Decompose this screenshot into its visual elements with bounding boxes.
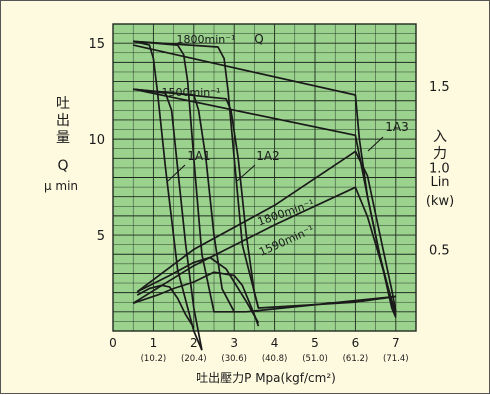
left-axis-title-line: μ min <box>44 179 78 193</box>
right-axis-title-line: (kw) <box>426 194 454 209</box>
series-line-2 <box>133 40 396 313</box>
tick-labels: 0 1 2 3 4 5 6 7 (10.2) (20.4) (30.6) (40.8) (51.0) (6… <box>88 37 449 364</box>
series-line-3 <box>133 40 396 309</box>
series-line-7 <box>133 88 260 309</box>
x-sub-tick-label: (20.4) <box>181 354 207 364</box>
right-axis-title-line: 入 <box>433 129 447 145</box>
left-axis-title-line: 吐 <box>56 96 70 112</box>
series-line-10 <box>132 271 260 327</box>
x-tick-label: 7 <box>392 336 400 350</box>
left-axis-title-line: Q <box>57 158 68 174</box>
series-group <box>132 40 397 351</box>
series-line-11 <box>136 256 260 324</box>
x-tick-label: 3 <box>230 336 238 350</box>
right-tick-label: 1.0 <box>429 162 450 177</box>
x-sub-tick-label: (40.8) <box>262 354 288 364</box>
left-axis-title-line: 出 <box>56 113 70 129</box>
series-line-13 <box>136 150 397 312</box>
annotation-a1: 1A1 <box>187 149 210 163</box>
left-tick-label: 15 <box>88 37 105 52</box>
x-tick-label: 4 <box>271 336 279 350</box>
annotation-leaders <box>167 136 384 182</box>
x-sub-tick-label: (71.4) <box>383 354 409 364</box>
x-sub-tick-label: (30.6) <box>221 354 247 364</box>
series-line-9 <box>136 284 195 329</box>
x-tick-label: 0 <box>109 336 117 350</box>
series-line-1 <box>133 40 203 351</box>
left-tick-label: 5 <box>97 229 105 244</box>
annotation-r1800-flow: 1800min⁻¹ <box>177 33 236 46</box>
x-sub-tick-label: (51.0) <box>302 354 328 364</box>
x-tick-label: 2 <box>190 336 198 350</box>
annotation-leader-line <box>167 164 186 182</box>
annotation-a3: 1A3 <box>385 120 408 134</box>
left-tick-label: 10 <box>88 133 105 148</box>
right-tick-label: 1.5 <box>429 80 450 95</box>
series-line-8 <box>133 88 397 318</box>
x-sub-tick-label: (61.2) <box>343 354 369 364</box>
annotation-q: Q <box>254 32 263 46</box>
x-axis-title: 吐出壓力P Mpa(kgf/cm²) <box>196 371 336 385</box>
right-tick-label: 0.5 <box>429 243 450 258</box>
x-tick-label: 5 <box>311 336 319 350</box>
x-tick-label: 6 <box>352 336 360 350</box>
left-axis-title-line: 量 <box>56 130 70 146</box>
right-axis-title-line: 力 <box>433 146 447 162</box>
annotation-a2: 1A2 <box>256 149 279 163</box>
x-tick-label: 1 <box>150 336 158 350</box>
annotation-r1500-flow: 1500min⁻¹ <box>162 86 221 99</box>
x-sub-tick-label: (10.2) <box>141 354 167 364</box>
annotation-leader-line <box>236 164 256 182</box>
annotation-leader-line <box>367 136 384 152</box>
right-axis-title-line: Lin <box>430 175 449 190</box>
series-line-12 <box>132 186 397 315</box>
